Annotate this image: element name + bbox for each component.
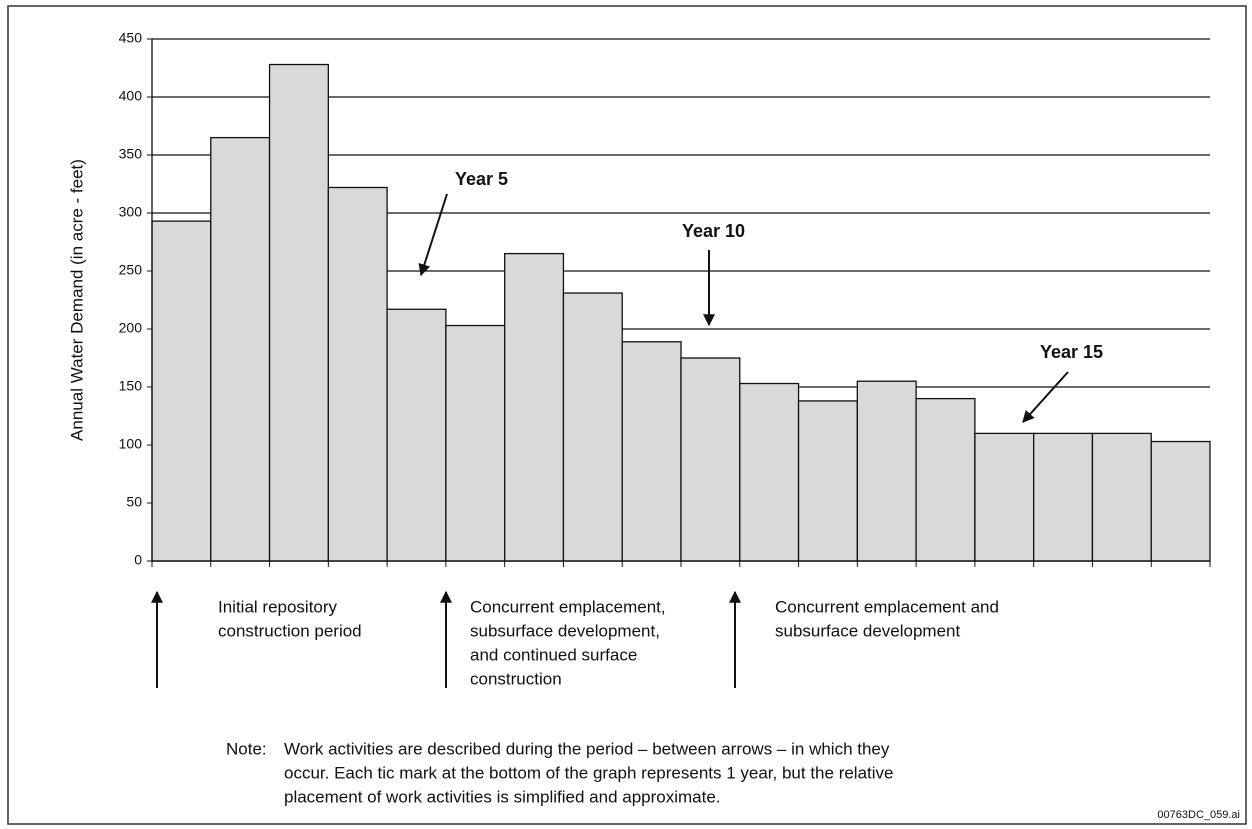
bar — [1033, 432, 1094, 562]
plot: 0 50 100 150 200 250 300 350 400 450 — [119, 30, 1211, 568]
bar — [445, 324, 506, 562]
bar — [504, 252, 565, 562]
period-label: and continued surface — [470, 645, 637, 664]
bar — [1150, 440, 1211, 562]
y-tick-label: 450 — [119, 30, 143, 46]
period-label: Concurrent emplacement, — [470, 597, 666, 616]
bar — [621, 341, 682, 562]
bar — [856, 380, 917, 562]
y-tick-label: 0 — [134, 552, 142, 568]
y-tick-label: 400 — [119, 88, 143, 104]
bar — [327, 186, 388, 562]
bar — [151, 220, 212, 562]
bar — [915, 397, 976, 562]
y-tick-label: 200 — [119, 320, 143, 336]
bar — [1091, 432, 1152, 562]
y-axis-label: Annual Water Demand (in acre - feet) — [67, 159, 86, 441]
period-label: subsurface development, — [470, 621, 660, 640]
y-tick-label: 150 — [119, 378, 143, 394]
annotation: Year 10 — [682, 221, 745, 241]
bar — [974, 432, 1035, 562]
note-text: placement of work activities is simplifi… — [284, 787, 721, 806]
period-label: Concurrent emplacement and — [775, 597, 999, 616]
note-text: Work activities are described during the… — [284, 739, 890, 758]
annotation: Year 15 — [1040, 342, 1103, 362]
bar — [210, 136, 271, 562]
note-text: occur. Each tic mark at the bottom of th… — [284, 763, 894, 782]
y-tick-label: 300 — [119, 204, 143, 220]
period-label: Initial repository — [218, 597, 338, 616]
y-tick-label: 50 — [126, 494, 142, 510]
frame — [7, 5, 1247, 825]
bar — [562, 292, 623, 562]
period-label: construction period — [218, 621, 362, 640]
note-label: Note: — [226, 739, 267, 758]
bar — [739, 382, 800, 562]
y-tick-label: 350 — [119, 146, 143, 162]
bar — [268, 63, 329, 562]
bar — [680, 357, 741, 562]
annotations: Year 5 Year 10 Year 15 — [151, 169, 1103, 688]
arrow — [418, 193, 448, 277]
arrow — [1022, 371, 1069, 423]
bar — [797, 400, 858, 562]
period-label: subsurface development — [775, 621, 961, 640]
file-id: 00763DC_059.ai — [1157, 809, 1240, 821]
period-label: construction — [470, 669, 562, 688]
y-tick-label: 100 — [119, 436, 143, 452]
bar — [386, 308, 447, 562]
y-tick-label: 250 — [119, 262, 143, 278]
annotation: Year 5 — [455, 169, 508, 189]
